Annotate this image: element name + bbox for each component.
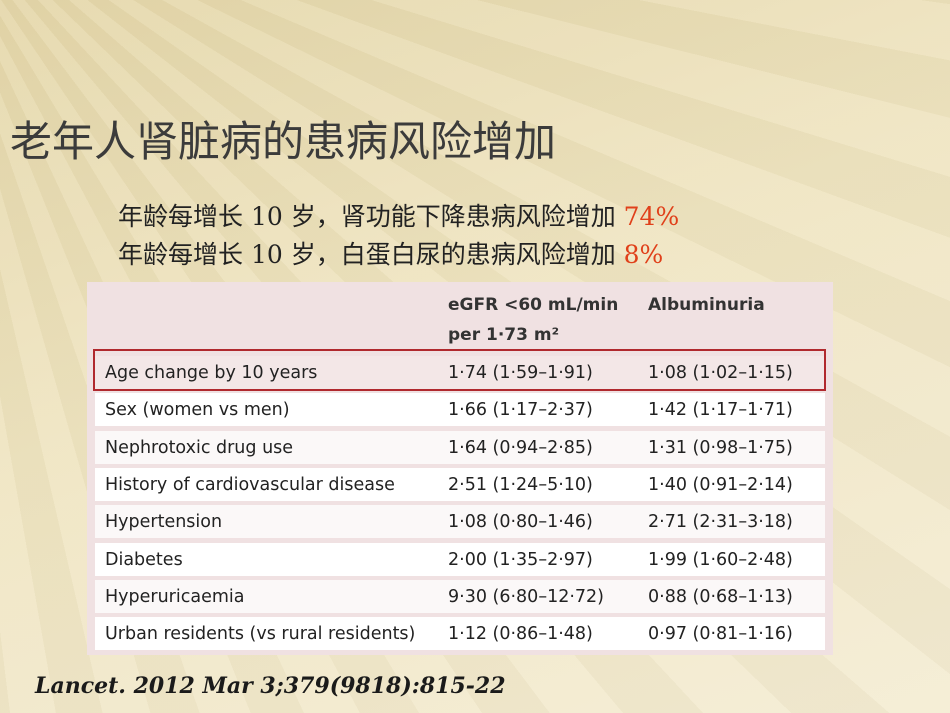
table-cell: Urban residents (vs rural residents) xyxy=(105,624,416,645)
slide-title: 老年人肾脏病的患病风险增加 xyxy=(10,117,557,166)
table-cell: 9·30 (6·80–12·72) xyxy=(448,586,604,607)
table-row: Nephrotoxic drug use 1·64 (0·94–2·85) 1·31… xyxy=(95,430,825,464)
bullet-text: 年龄每增长 10 岁，肾功能下降患病风险增加 xyxy=(118,202,624,231)
table-cell: 1·99 (1·60–2·48) xyxy=(648,549,793,570)
bullet: 年龄每增长 10 岁，肾功能下降患病风险增加 74% xyxy=(118,197,679,233)
table-cell: Sex (women vs men) xyxy=(105,400,290,421)
table-cell: 1·64 (0·94–2·85) xyxy=(448,437,593,458)
table-cell: Hyperuricaemia xyxy=(105,586,245,607)
table-cell: 1·08 (1·02–1·15) xyxy=(648,363,793,383)
table-cell: 1·66 (1·17–2·37) xyxy=(448,400,593,421)
table-cell: 2·00 (1·35–2·97) xyxy=(448,549,593,570)
header-line: eGFR <60 mL/min xyxy=(448,295,619,315)
table-cell: History of cardiovascular disease xyxy=(105,474,395,495)
citation: Lancet. 2012 Mar 3;379(9818):815-22 xyxy=(35,673,506,699)
table-row: Age change by 10 years 1·74 (1·59–1·91) 1·… xyxy=(95,356,825,389)
table: eGFR <60 mL/min per 1·73 m² Albuminuria Age… xyxy=(87,282,833,655)
header-cell: Albuminuria xyxy=(648,290,765,320)
bullet-highlight: 74% xyxy=(623,202,680,231)
header-cell: eGFR <60 mL/min per 1·73 m² xyxy=(448,290,618,350)
table-cell: Diabetes xyxy=(105,549,183,570)
table-row: Sex (women vs men) 1·66 (1·17–2·37) 1·42 (… xyxy=(95,393,825,427)
table-cell: 1·40 (0·91–2·14) xyxy=(648,474,793,495)
table-cell: Age change by 10 years xyxy=(105,363,318,383)
table-cell: 0·88 (0·68–1·13) xyxy=(648,586,793,607)
bullet: 年龄每增长 10 岁，白蛋白尿的患病风险增加 8% xyxy=(118,235,663,271)
table-cell: Nephrotoxic drug use xyxy=(105,437,294,458)
table-cell: 0·97 (0·81–1·16) xyxy=(648,624,793,645)
table-row: Diabetes 2·00 (1·35–2·97) 1·99 (1·60–2·48) xyxy=(95,542,825,576)
header-line: per 1·73 m² xyxy=(448,325,560,345)
table-cell: 1·42 (1·17–1·71) xyxy=(648,400,793,421)
header-line: Albuminuria xyxy=(648,295,765,315)
table-cell: 1·12 (0·86–1·48) xyxy=(448,624,593,645)
table-row: Urban residents (vs rural residents) 1·12… xyxy=(95,617,825,651)
bullet-highlight: 8% xyxy=(623,240,664,269)
table-cell: Hypertension xyxy=(105,512,223,533)
table-cell: 2·51 (1·24–5·10) xyxy=(448,474,593,495)
table-cell: 1·31 (0·98–1·75) xyxy=(648,437,793,458)
table-cell: 1·08 (0·80–1·46) xyxy=(448,512,593,533)
table-row: Hyperuricaemia 9·30 (6·80–12·72) 0·88 (0·6… xyxy=(95,579,825,613)
table-cell: 1·74 (1·59–1·91) xyxy=(448,363,593,383)
table-cell: 2·71 (2·31–3·18) xyxy=(648,512,793,533)
bullet-text: 年龄每增长 10 岁，白蛋白尿的患病风险增加 xyxy=(118,240,624,269)
table-row: Hypertension 1·08 (0·80–1·46) 2·71 (2·31–3… xyxy=(95,505,825,539)
highlight-box xyxy=(93,349,826,391)
table-row: History of cardiovascular disease 2·51 (1… xyxy=(95,467,825,501)
